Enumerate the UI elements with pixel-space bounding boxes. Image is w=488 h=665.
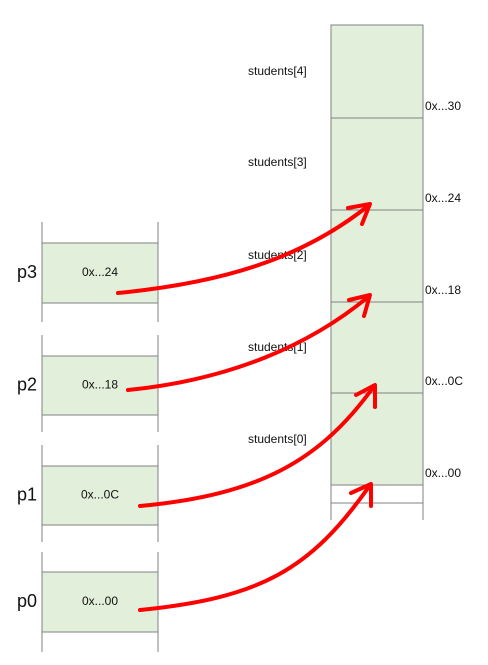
arrow-head [354, 383, 377, 409]
arrow-head [346, 202, 372, 226]
address-label: 0x...18 [425, 283, 461, 297]
pointer-arrow [138, 387, 374, 508]
pointer-name: p0 [17, 591, 37, 611]
pointer-value: 0x...18 [82, 378, 118, 392]
element-label: students[0] [248, 432, 307, 446]
pointer-cell [41, 355, 159, 416]
address-label: 0x...0C [425, 374, 463, 388]
pointer-name: p2 [17, 374, 37, 394]
pointer-value: 0x...00 [82, 594, 118, 608]
memory-column [330, 24, 424, 520]
element-label: students[4] [248, 64, 307, 78]
arrow-head [349, 482, 373, 508]
pointer-name: p3 [17, 262, 37, 282]
address-label: 0x...30 [425, 99, 461, 113]
pointer-name: p1 [17, 484, 37, 504]
arrow-head [347, 293, 372, 318]
memory-block [330, 24, 424, 486]
arrows [116, 202, 377, 612]
pointer-cell [41, 465, 159, 526]
pointer-cell [41, 242, 159, 304]
address-label: 0x...24 [425, 191, 461, 205]
pointer-value: 0x...24 [82, 265, 118, 279]
pointer-arrow [126, 295, 370, 392]
address-label: 0x...00 [425, 466, 461, 480]
pointer-arrow [138, 486, 370, 612]
pointer-value: 0x...0C [81, 488, 119, 502]
element-label: students[3] [248, 155, 307, 169]
pointer-arrow [116, 204, 370, 295]
